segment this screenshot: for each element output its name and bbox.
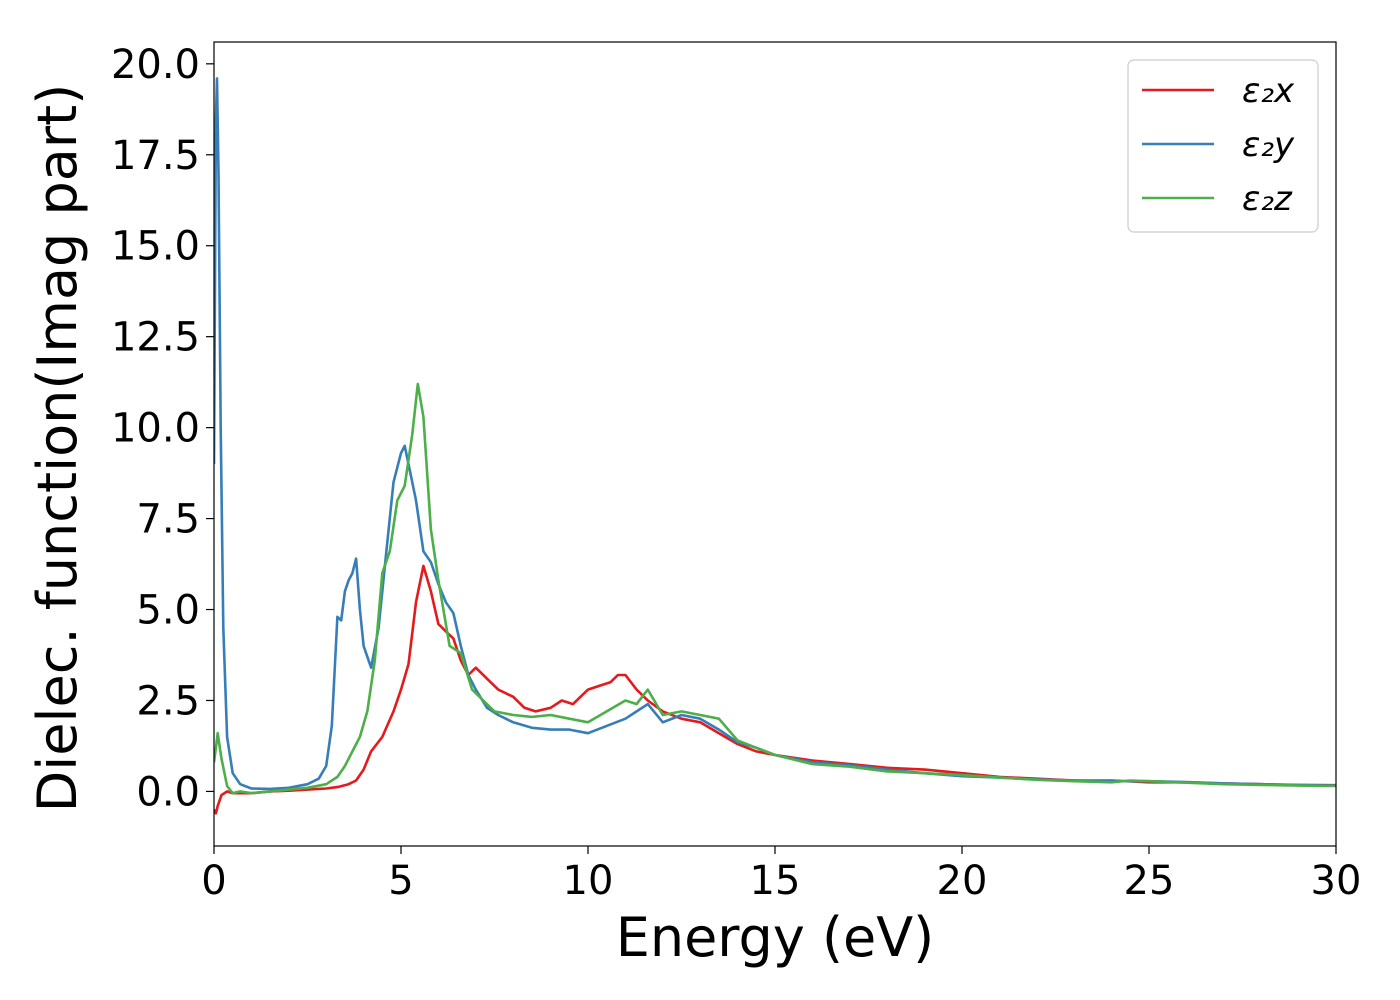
- series-line-2: [214, 77, 1336, 791]
- y-tick-label: 12.5: [111, 315, 200, 361]
- x-tick-label: 0: [201, 858, 226, 904]
- x-tick-label: 15: [750, 858, 801, 904]
- y-tick-label: 17.5: [111, 133, 200, 179]
- y-tick-label: 2.5: [136, 678, 200, 724]
- series-layer: [214, 77, 1336, 815]
- series-line-3: [214, 382, 1336, 795]
- y-tick-label: 7.5: [136, 497, 200, 543]
- legend: ε₂x ε₂y ε₂z: [1127, 59, 1319, 233]
- x-tick-label: 20: [937, 858, 988, 904]
- x-axis-label: Energy (eV): [616, 906, 935, 969]
- series-line-1: [214, 564, 1336, 815]
- y-axis: 0.0 2.5 5.0 7.5 10.0 12.5 15.0 17.5 20.0: [111, 42, 214, 815]
- legend-box: [1127, 59, 1319, 233]
- x-tick-label: 10: [563, 858, 614, 904]
- y-tick-label: 10.0: [111, 406, 200, 452]
- y-axis-label: Dielec. function(Imag part): [26, 84, 89, 813]
- y-tick-label: 15.0: [111, 224, 200, 270]
- legend-label: ε₂z: [1242, 179, 1293, 219]
- legend-label: ε₂y: [1242, 125, 1295, 165]
- x-tick-label: 30: [1311, 858, 1362, 904]
- y-tick-label: 20.0: [111, 42, 200, 88]
- x-tick-label: 5: [388, 858, 413, 904]
- y-tick-label: 0.0: [136, 769, 200, 815]
- legend-label: ε₂x: [1242, 71, 1295, 111]
- x-axis: 0 5 10 15 20 25 30: [201, 846, 1361, 904]
- x-tick-label: 25: [1124, 858, 1175, 904]
- y-tick-label: 5.0: [136, 588, 200, 634]
